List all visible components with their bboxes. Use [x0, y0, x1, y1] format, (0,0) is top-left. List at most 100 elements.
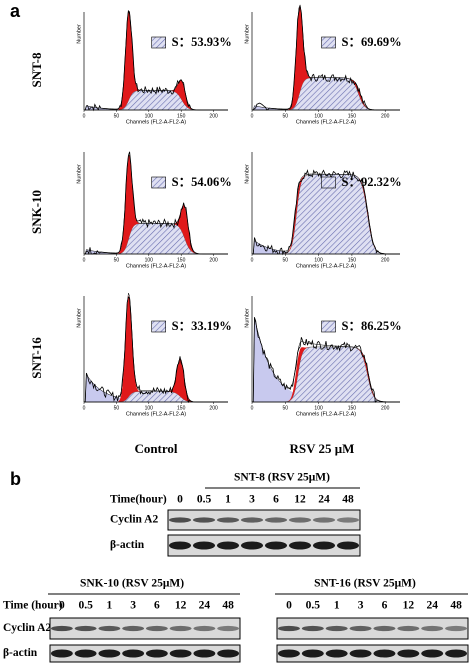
x-tick-label: 200 [381, 257, 390, 263]
x-tick-label: 0 [83, 257, 86, 263]
band [216, 541, 240, 550]
x-axis-label: Channels (FL2-A-FL2-A) [296, 411, 356, 417]
time-point: 48 [450, 600, 462, 612]
time-point: 6 [154, 600, 160, 612]
x-tick-label: 200 [381, 113, 390, 119]
y-axis-label: Number [244, 164, 250, 184]
blot-strip [276, 644, 469, 663]
time-point: 0.5 [306, 600, 321, 612]
band [349, 649, 372, 658]
x-tick-label: 50 [283, 257, 289, 263]
x-tick-label: 150 [348, 405, 357, 411]
blot-strip [49, 617, 241, 640]
band [50, 649, 73, 658]
panel-label: a [10, 1, 21, 21]
blot-title: SNT-8 (RSV 25μM) [234, 472, 330, 484]
blot-strip [49, 644, 241, 663]
band [145, 625, 168, 632]
y-axis-label: Number [76, 308, 82, 328]
row-label: SNK-10 [29, 190, 44, 234]
band [193, 649, 216, 658]
band [336, 517, 360, 523]
band [288, 541, 312, 550]
time-point: 3 [130, 600, 136, 612]
x-tick-label: 100 [314, 257, 323, 263]
x-tick-label: 100 [145, 405, 154, 411]
time-point: 1 [225, 494, 231, 506]
x-tick-label: 200 [209, 113, 218, 119]
y-axis-label: Number [244, 308, 250, 328]
sub-g1-area [84, 374, 228, 402]
blot-title: SNT-16 (RSV 25μM) [314, 578, 416, 590]
panel-label: b [10, 469, 21, 489]
band [445, 625, 468, 632]
histogram-outline [84, 296, 228, 404]
time-point: 6 [273, 494, 279, 506]
y-axis-label: Number [76, 164, 82, 184]
time-point: 0 [177, 494, 183, 506]
time-point: 48 [222, 600, 234, 612]
band [373, 649, 396, 658]
time-point: 48 [342, 494, 354, 506]
band [421, 649, 444, 658]
band [145, 649, 168, 658]
x-tick-label: 100 [314, 113, 323, 119]
fit-curve [84, 292, 228, 403]
s-phase-value: S：54.06% [172, 175, 232, 189]
band [122, 649, 145, 658]
x-tick-label: 50 [283, 405, 289, 411]
time-point: 1 [107, 600, 113, 612]
band [193, 625, 216, 632]
time-point: 6 [382, 600, 388, 612]
time-point: 12 [403, 600, 415, 612]
time-point: 0.5 [197, 494, 212, 506]
band [312, 541, 336, 550]
protein-label: Cyclin A2 [110, 514, 158, 526]
band [74, 625, 97, 632]
x-tick-label: 0 [251, 405, 254, 411]
band [98, 625, 121, 632]
row-label: SNT-8 [29, 52, 44, 87]
time-point: 3 [249, 494, 255, 506]
time-point: 24 [318, 494, 330, 506]
time-point: 0 [286, 600, 292, 612]
band [168, 517, 192, 523]
band [216, 517, 240, 523]
band [240, 541, 264, 550]
x-tick-label: 200 [381, 405, 390, 411]
x-tick-label: 50 [114, 113, 120, 119]
x-axis-label: Channels (FL2-A-FL2-A) [296, 263, 356, 269]
x-tick-label: 0 [83, 113, 86, 119]
x-tick-label: 200 [209, 405, 218, 411]
g1-peak [84, 295, 228, 402]
s-phase-area [252, 77, 400, 111]
band [192, 517, 216, 523]
x-axis-label: Channels (FL2-A-FL2-A) [126, 411, 186, 417]
column-label: RSV 25 μM [290, 441, 355, 456]
s-legend-swatch [321, 320, 336, 333]
s-phase-value: S：33.19% [172, 319, 232, 333]
time-point: 0 [59, 600, 65, 612]
time-point: 24 [426, 600, 438, 612]
band [301, 649, 324, 658]
x-tick-label: 150 [348, 257, 357, 263]
y-axis-label: Number [244, 24, 250, 44]
x-tick-label: 100 [145, 113, 154, 119]
band [264, 517, 288, 523]
time-point: 3 [358, 600, 364, 612]
time-point: 0.5 [78, 600, 93, 612]
band [277, 649, 300, 658]
fit-curve [252, 317, 401, 403]
band [373, 625, 396, 632]
x-tick-label: 150 [177, 405, 186, 411]
band [217, 625, 240, 632]
band [397, 625, 420, 632]
band [50, 625, 73, 632]
x-tick-label: 0 [251, 257, 254, 263]
band [312, 517, 336, 523]
s-legend-swatch [321, 176, 336, 189]
x-axis-label: Channels (FL2-A-FL2-A) [126, 263, 186, 269]
s-legend-swatch [151, 176, 166, 189]
x-axis-label: Channels (FL2-A-FL2-A) [296, 119, 356, 125]
y-axis-label: Number [76, 24, 82, 44]
